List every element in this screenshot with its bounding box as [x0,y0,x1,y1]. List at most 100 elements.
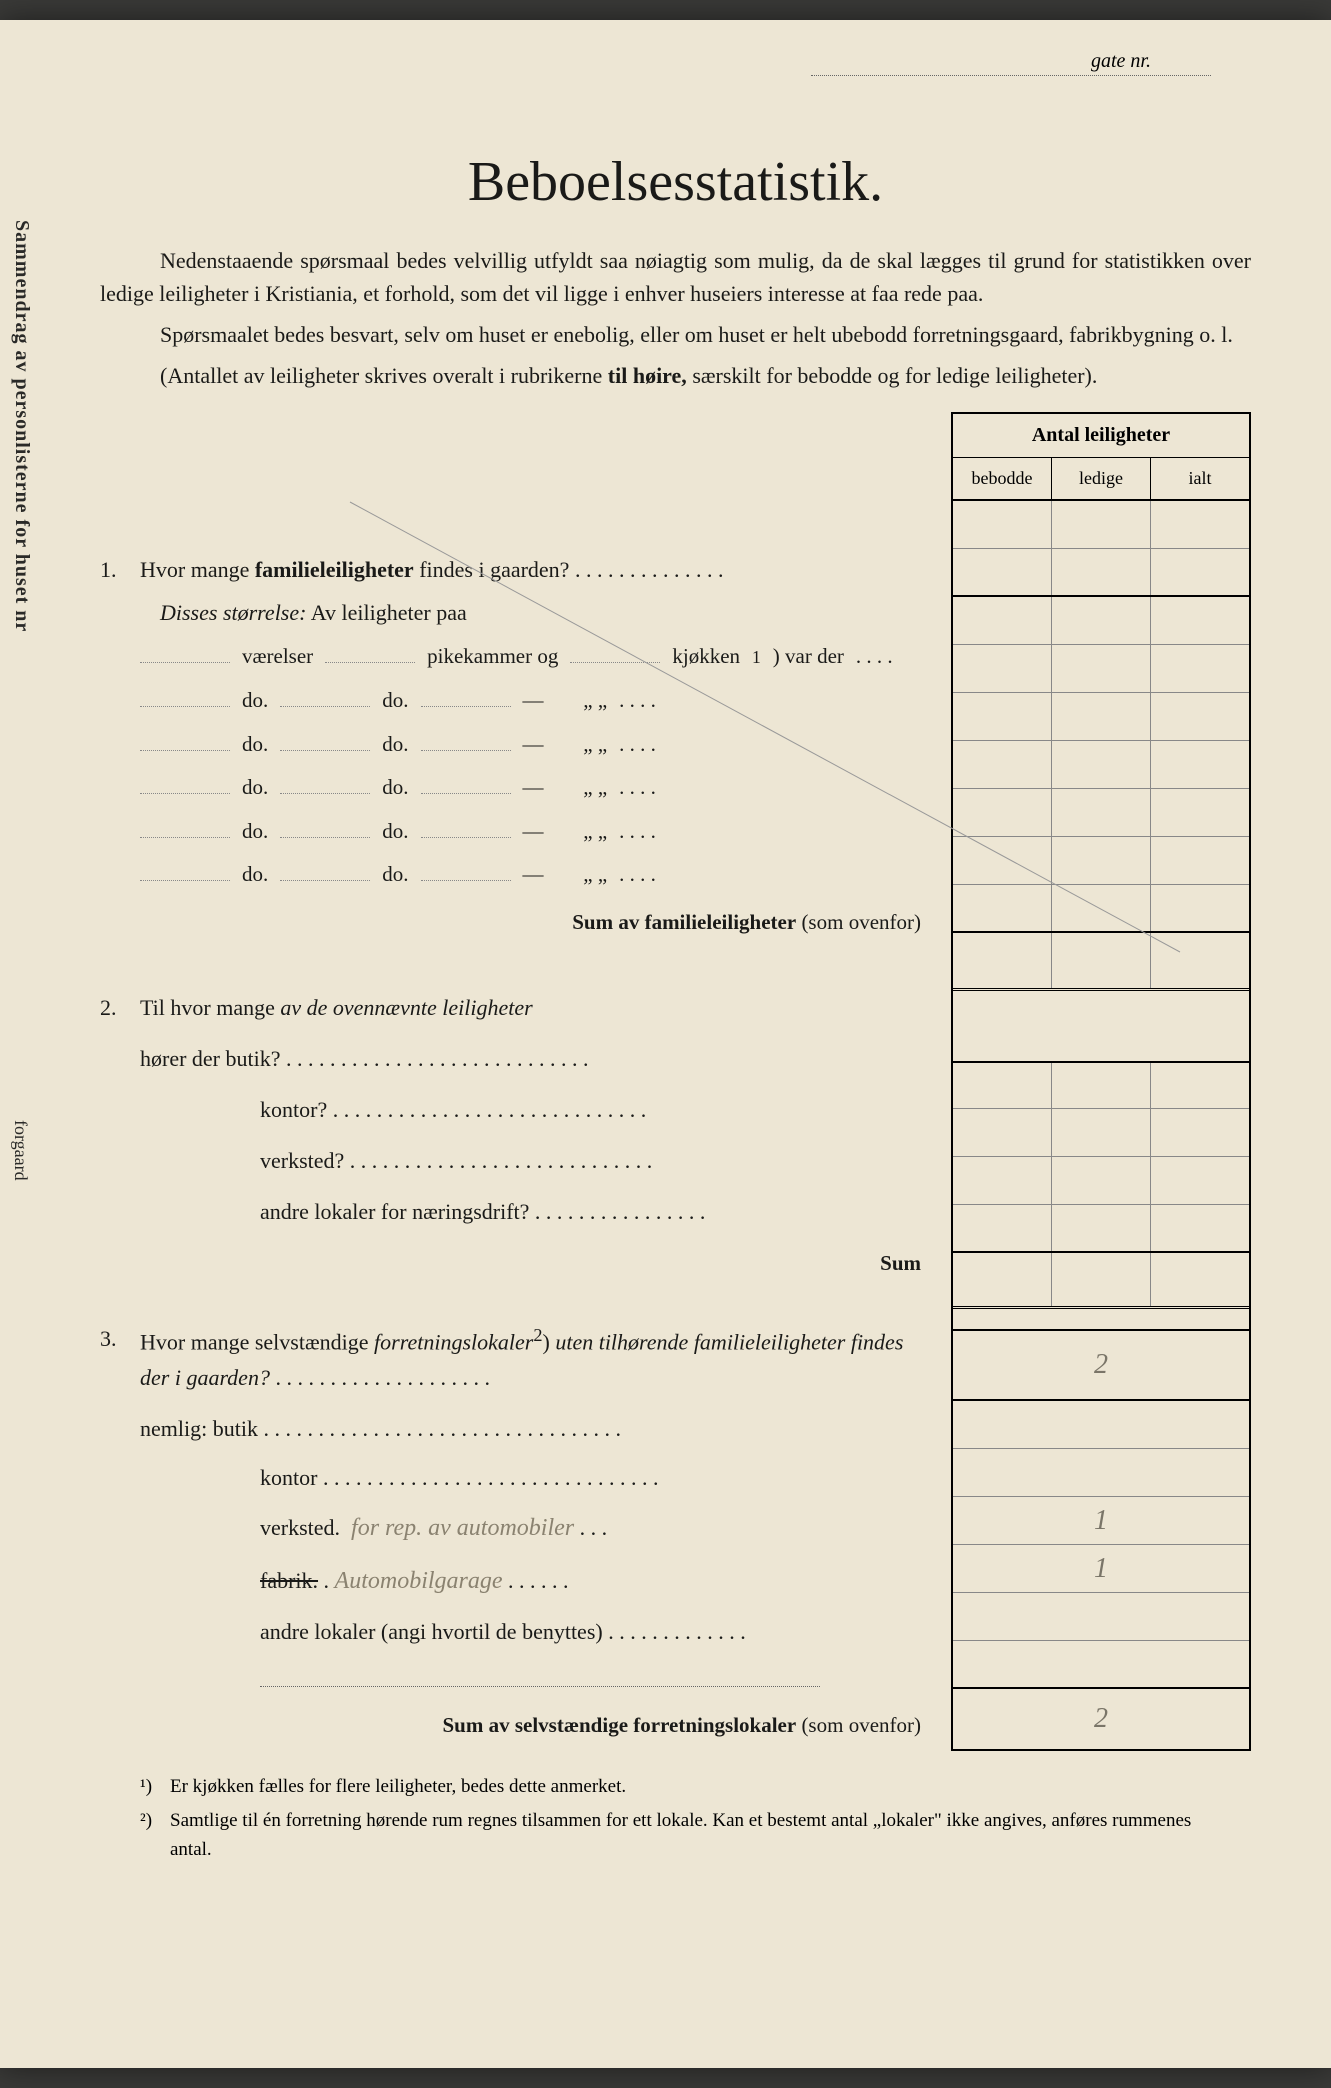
do: do. [382,771,408,805]
q3-sum-value: 2 [953,1689,1249,1749]
q2-line4: andre lokaler for næringsdrift? . . . . … [260,1194,931,1229]
intro-p3: (Antallet av leiligheter skrives overalt… [100,359,1251,392]
table-row-sum [953,933,1249,991]
q3-fabrik-handwriting: Automobilgarage [335,1568,503,1594]
col-bebodde: bebodde [953,458,1052,499]
do: do. [242,771,268,805]
q3-number: 3. [100,1321,140,1743]
ditto: „ „ [583,728,607,762]
intro-p3b: til høire, [608,363,687,388]
q3-b: forretningslokaler [374,1329,533,1354]
q2-number: 2. [100,990,140,1282]
q3-verksted-handwriting: for rep. av automobiler [351,1515,574,1541]
q3-fabrik-value: 1 [953,1545,1249,1592]
do: do. [382,728,408,762]
table-row [953,501,1249,549]
q1-sum-a: Sum av familieleiligheter [572,910,796,934]
table-row [953,1401,1249,1449]
side-vertical-text-2: forgaard [10,1120,31,1181]
question-3: 3. Hvor mange selvstændige forretningslo… [100,1321,931,1743]
footnote-1: ¹) Er kjøkken fælles for flere leilighet… [140,1773,1231,1802]
q2-a: Til hvor mange [140,995,280,1020]
q3n: nemlig: butik [140,1416,258,1441]
q3-sum: Sum av selvstændige forretningslokaler (… [140,1709,921,1743]
q1-c: findes i gaarden? [414,557,570,582]
do: do. [242,728,268,762]
table-title: Antal leiligheter [953,414,1249,458]
table-row [953,1109,1249,1157]
col-ledige: ledige [1052,458,1151,499]
q2-body: Til hvor mange av de ovennævnte leilighe… [140,990,931,1282]
q1-sub-text: Av leiligheter paa [306,600,466,625]
table-row [953,1157,1249,1205]
q3-nemlig: nemlig: butik . . . . . . . . . . . . . … [140,1411,931,1446]
table-row-q3-total: 2 [953,1329,1249,1401]
q3-fabrik: fabrik. . Automobilgarage . . . . . . [260,1562,931,1600]
q3-sum-b: (som ovenfor) [796,1713,921,1737]
dash: — [523,858,544,892]
q3f: fabrik. [260,1568,318,1593]
table-row-q3-sum: 2 [953,1689,1249,1749]
col-ialt: ialt [1151,458,1249,499]
intro-p3c: særskilt for bebodde og for ledige leili… [687,363,1098,388]
room-row: do.do.— „ „ . . . . [140,684,931,718]
table-row [953,741,1249,789]
q3-kontor: kontor . . . . . . . . . . . . . . . . .… [260,1460,931,1495]
q1-sum-b: (som ovenfor) [796,910,921,934]
table-row [953,1593,1249,1641]
document-page: gate nr. Sammendrag av personlisterne fo… [0,20,1331,2068]
fn1-text: Er kjøkken fælles for flere leiligheter,… [170,1773,626,1802]
room-row: do.do.— „ „ . . . . [140,858,931,892]
table-row-verksted: 1 [953,1497,1249,1545]
table-row [953,837,1249,885]
count-table: Antal leiligheter bebodde ledige ialt [951,412,1251,1751]
ditto: „ „ [583,684,607,718]
intro-p1: Nedenstaaende spørsmaal bedes velvillig … [100,244,1251,310]
do: do. [382,815,408,849]
table-row [953,549,1249,597]
q2-b: av de ovennævnte leiligheter [280,995,532,1020]
content-area: Antal leiligheter bebodde ledige ialt [100,412,1251,1743]
ditto: „ „ [583,815,607,849]
question-2: 2. Til hvor mange av de ovennævnte leili… [100,990,931,1282]
table-row-fabrik: 1 [953,1545,1249,1593]
rh3: kjøkken [672,640,740,674]
rh2: pikekammer og [427,640,558,674]
footnotes: ¹) Er kjøkken fælles for flere leilighet… [100,1773,1251,1865]
room-row: do.do.— „ „ . . . . [140,771,931,805]
q1-sub-label: Disses størrelse: [160,600,306,625]
footnote-2: ²) Samtlige til én forretning hørende ru… [140,1807,1231,1864]
q3-total-value: 2 [953,1331,1249,1399]
q1-b: familieleiligheter [255,557,414,582]
do: do. [242,684,268,718]
q2-line3: verksted? . . . . . . . . . . . . . . . … [260,1143,931,1178]
table-row [953,1449,1249,1497]
do: do. [382,684,408,718]
q1-a: Hvor mange [140,557,255,582]
do: do. [242,858,268,892]
q2l3: verksted? [260,1148,344,1173]
q3-c: ) [543,1329,556,1354]
do: do. [382,858,408,892]
q3-sum-a: Sum av selvstændige forretningslokaler [442,1713,796,1737]
q2-line2: kontor? . . . . . . . . . . . . . . . . … [260,1092,931,1127]
fn2-text: Samtlige til én forretning hørende rum r… [170,1807,1231,1864]
q1-number: 1. [100,552,140,940]
content-inner: Beboelsesstatistik. Nedenstaaende spørsm… [100,80,1251,2008]
q1-body: Hvor mange familieleiligheter findes i g… [140,552,931,940]
dash: — [523,815,544,849]
q1-sub: Disses størrelse: Av leiligheter paa [160,595,931,630]
rh4: ) var der [773,640,844,674]
table-row [953,885,1249,933]
table-row [953,1205,1249,1253]
dash: — [523,771,544,805]
intro-p1-text: Nedenstaaende spørsmaal bedes velvillig … [100,248,1251,306]
dash: — [523,684,544,718]
table-row [953,1641,1249,1689]
q2l4: andre lokaler for næringsdrift? [260,1199,529,1224]
q3a: andre lokaler (angi hvortil de benyttes) [260,1619,603,1644]
question-1: 1. Hvor mange familieleiligheter findes … [100,552,931,940]
table-row [953,597,1249,645]
q2l1: hører der butik? [140,1046,281,1071]
table-row [953,789,1249,837]
